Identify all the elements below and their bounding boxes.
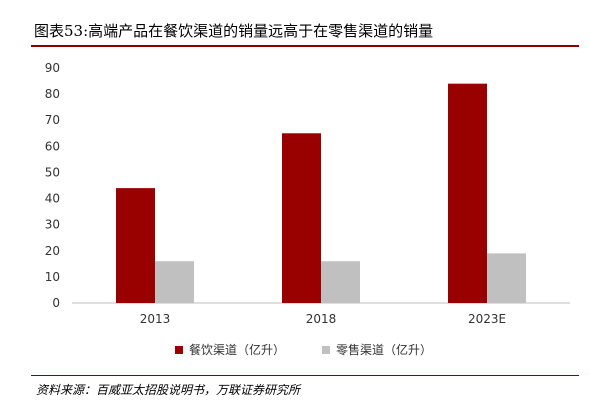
y-tick-label: 20 xyxy=(45,244,60,258)
page-title: 图表53:高端产品在餐饮渠道的销量远高于在零售渠道的销量 xyxy=(34,22,434,40)
y-tick-label: 80 xyxy=(45,87,60,101)
legend-swatch-series-2 xyxy=(322,345,330,354)
title-divider xyxy=(31,45,579,47)
x-tick-label: 2013 xyxy=(140,312,171,326)
x-tick-label: 2023E xyxy=(468,312,506,326)
footer-divider xyxy=(31,375,579,376)
y-tick-label: 30 xyxy=(45,218,60,232)
bar-series-2-2018 xyxy=(321,261,360,303)
legend-label-series-1: 餐饮渠道（亿升） xyxy=(189,343,286,357)
y-tick-label: 90 xyxy=(45,61,60,75)
y-tick-label: 70 xyxy=(45,113,60,127)
bar-chart: 0 10 20 30 40 50 60 70 80 90 2013 2018 2023E xyxy=(45,61,570,326)
y-tick-label: 40 xyxy=(45,192,60,206)
y-tick-label: 50 xyxy=(45,165,60,179)
legend-label-series-2: 零售渠道（亿升） xyxy=(336,343,433,357)
bar-series-1-2013 xyxy=(116,188,155,303)
bar-series-1-2023e xyxy=(448,83,487,304)
y-tick-label: 0 xyxy=(52,296,60,310)
y-tick-label: 10 xyxy=(45,270,60,284)
y-tick-label: 60 xyxy=(45,139,60,153)
legend-item-series-2: 零售渠道（亿升） xyxy=(322,341,432,358)
x-tick-label: 2018 xyxy=(306,312,337,326)
source-note: 资料来源：百威亚太招股说明书，万联证券研究所 xyxy=(36,383,301,397)
bar-series-2-2013 xyxy=(155,261,194,303)
legend-item-series-1: 餐饮渠道（亿升） xyxy=(175,341,285,358)
bar-series-2-2023e xyxy=(487,253,526,303)
bar-series-1-2018 xyxy=(282,133,321,303)
legend-swatch-series-1 xyxy=(175,345,183,354)
